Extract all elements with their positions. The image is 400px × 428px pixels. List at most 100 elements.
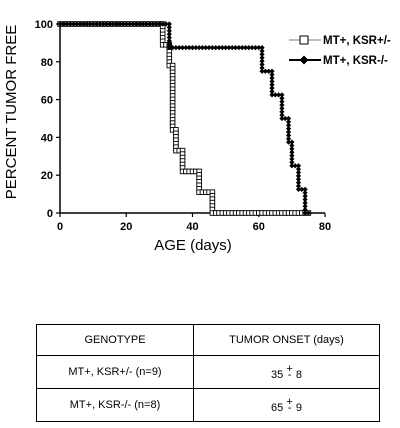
data-point: [150, 21, 156, 27]
series-layer: [57, 21, 312, 216]
data-point: [266, 68, 272, 74]
data-point: [103, 21, 109, 27]
legend-label: MT+, KSR+/-: [323, 35, 391, 47]
data-point: [236, 45, 242, 51]
data-point: [77, 21, 83, 27]
data-point: [289, 142, 295, 149]
data-point: [113, 21, 119, 27]
data-point: [67, 21, 73, 27]
y-tick-label: 40: [41, 132, 53, 144]
data-point: [216, 45, 222, 51]
data-point: [246, 45, 252, 51]
data-point: [156, 21, 162, 27]
data-point: [140, 21, 146, 27]
data-point: [279, 95, 285, 101]
data-point: [289, 159, 295, 165]
data-point: [289, 153, 295, 159]
data-point: [279, 109, 285, 115]
data-point: [136, 21, 143, 27]
table-row: MT+, KSR-/- (n=8) 65 + - 9: [36, 388, 380, 422]
data-point: [262, 68, 268, 74]
data-point: [90, 21, 96, 27]
data-point: [272, 92, 278, 98]
plus-minus-sign: + -: [286, 363, 293, 381]
data-point: [120, 21, 126, 27]
data-point: [259, 55, 265, 61]
data-point: [249, 45, 255, 51]
chart-legend: MT+, KSR+/- MT+, KSR-/-: [289, 35, 391, 67]
data-point: [269, 82, 275, 88]
data-point: [289, 163, 295, 169]
data-point: [229, 45, 235, 51]
data-point: [110, 21, 116, 27]
x-tick-label: 60: [253, 221, 265, 233]
y-tick-label: 0: [47, 208, 53, 220]
data-point: [285, 132, 292, 138]
data-point: [73, 21, 80, 27]
data-point: [183, 45, 189, 51]
data-point: [226, 45, 232, 51]
tumor-onset-table: GENOTYPE TUMOR ONSET (days) MT+, KSR+/- …: [36, 324, 380, 422]
data-point: [232, 45, 239, 51]
data-point: [126, 21, 133, 27]
data-point: [289, 139, 295, 145]
data-point: [279, 112, 285, 118]
data-point: [302, 196, 308, 203]
series-line: [60, 23, 309, 214]
plus-sign: +: [286, 396, 293, 408]
y-tick-label: 80: [41, 57, 53, 69]
data-point: [302, 193, 308, 199]
data-point: [259, 51, 265, 57]
data-point: [259, 48, 265, 54]
data-point: [259, 65, 265, 71]
data-point: [219, 45, 225, 51]
onset-sd: 9: [295, 402, 302, 414]
data-point: [285, 119, 292, 125]
data-point: [203, 45, 209, 51]
data-point: [83, 21, 90, 27]
plus-minus-sign: + -: [286, 396, 293, 414]
data-point: [279, 102, 285, 108]
chart-axes: 0 20 40 60 80 0 20 40 60 80 100: [35, 19, 331, 233]
data-point: [305, 210, 312, 216]
data-point: [196, 45, 202, 51]
data-point: [295, 166, 302, 172]
data-point: [295, 183, 302, 189]
data-point: [130, 21, 136, 27]
data-point: [193, 45, 199, 51]
data-point: [285, 136, 292, 142]
data-point: [295, 176, 302, 182]
data-point: [295, 169, 302, 176]
data-point: [285, 129, 292, 135]
genotype-cell: MT+, KSR-/- (n=8): [36, 388, 194, 422]
data-point: [166, 31, 172, 37]
data-point: [166, 45, 172, 51]
data-point: [199, 45, 206, 51]
data-point: [279, 92, 285, 98]
data-point: [176, 45, 182, 51]
data-point: [299, 186, 305, 192]
data-point: [209, 45, 215, 51]
legend-square-marker: [299, 35, 309, 45]
data-point: [166, 24, 172, 30]
data-point: [163, 21, 169, 27]
data-point: [285, 122, 292, 128]
data-point: [80, 21, 86, 27]
data-point: [295, 180, 302, 186]
data-point: [117, 21, 123, 27]
data-point: [282, 115, 288, 122]
data-point: [170, 45, 176, 51]
data-point: [259, 45, 265, 51]
data-point: [269, 72, 275, 78]
data-point: [189, 45, 196, 51]
data-point: [252, 45, 259, 51]
data-point: [133, 21, 139, 27]
data-point: [295, 173, 302, 179]
data-point: [269, 78, 275, 84]
data-point: [302, 210, 308, 216]
data-point: [179, 45, 186, 51]
data-point: [292, 163, 298, 169]
data-point: [269, 85, 275, 91]
data-point: [269, 92, 275, 98]
onset-mean: 35: [271, 369, 284, 381]
